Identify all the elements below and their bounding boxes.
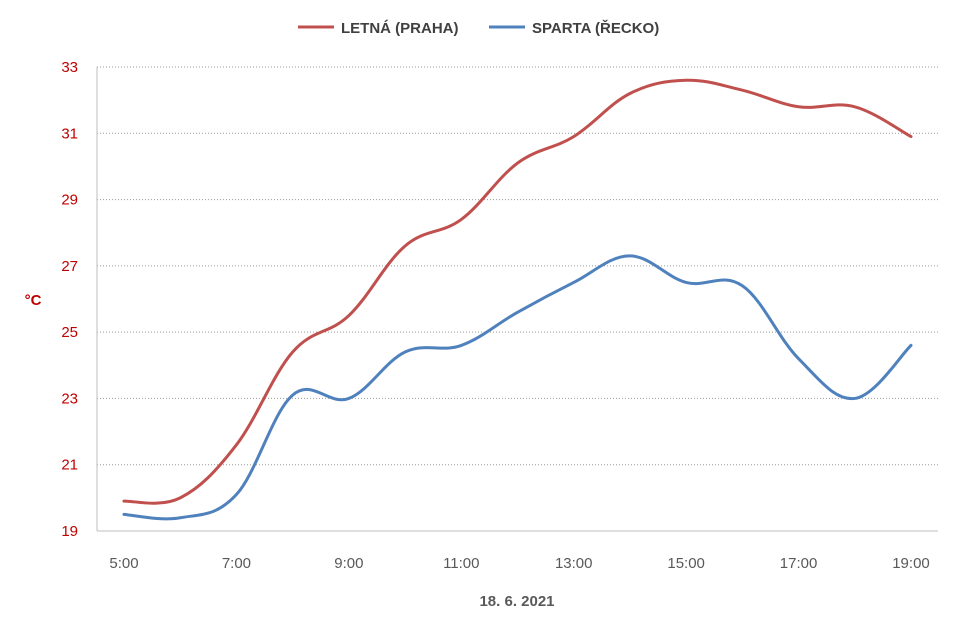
y-tick-label: 19 <box>61 523 78 540</box>
y-tick-label: 25 <box>61 324 78 341</box>
y-tick-label: 27 <box>61 258 78 275</box>
x-tick-label: 17:00 <box>780 555 818 572</box>
x-tick-label: 9:00 <box>334 555 363 572</box>
x-axis-label: 18. 6. 2021 <box>479 593 554 610</box>
series-line-letna <box>122 78 913 505</box>
axes <box>96 67 938 532</box>
series-lines <box>122 78 913 521</box>
x-tick-label: 11:00 <box>443 555 479 572</box>
x-tick-labels: 5:00 7:00 9:00 11:00 13:00 15:00 17:00 19:00 <box>109 555 929 572</box>
y-tick-label: 33 <box>61 59 78 76</box>
y-axis-label: °C <box>25 292 42 309</box>
x-tick-label: 5:00 <box>109 555 138 572</box>
x-tick-label: 15:00 <box>667 555 705 572</box>
legend: LETNÁ (PRAHA) SPARTA (ŘECKO) <box>298 19 659 37</box>
legend-label: LETNÁ (PRAHA) <box>341 20 459 37</box>
x-tick-label: 13:00 <box>555 555 593 572</box>
y-tick-label: 21 <box>61 457 78 474</box>
y-tick-label: 29 <box>61 192 78 209</box>
legend-label: SPARTA (ŘECKO) <box>532 19 659 37</box>
series-line-sparta <box>122 254 913 521</box>
x-tick-label: 7:00 <box>222 555 251 572</box>
y-tick-label: 31 <box>61 125 78 142</box>
y-tick-label: 23 <box>61 390 78 407</box>
x-tick-label: 19:00 <box>892 555 930 572</box>
gridlines <box>97 66 938 466</box>
y-tick-labels: 19 21 23 25 27 29 31 33 <box>61 59 78 540</box>
